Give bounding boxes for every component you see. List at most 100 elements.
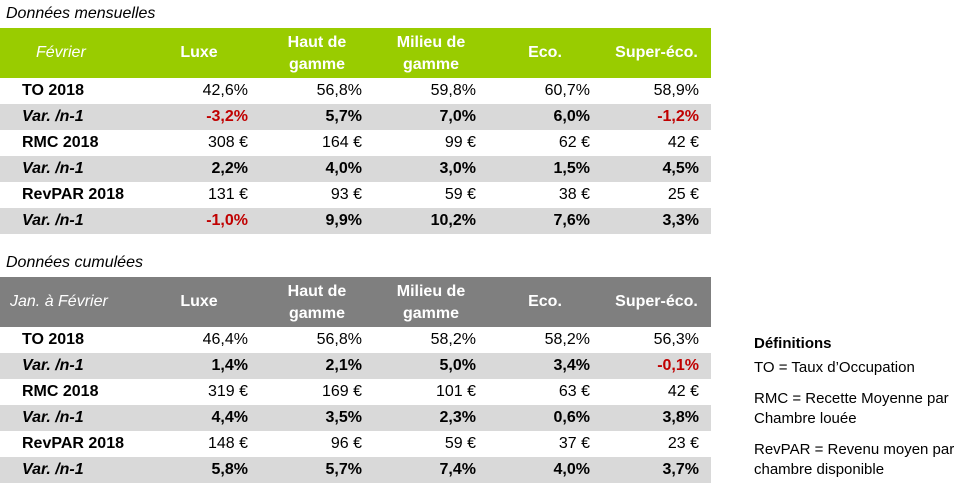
row-label: Var. /n-1 <box>0 405 138 431</box>
row-label: Var. /n-1 <box>0 208 138 234</box>
row-label: TO 2018 <box>22 331 84 348</box>
column-header: Eco. <box>488 277 602 327</box>
table-cell: 5,7% <box>260 104 374 130</box>
definitions-panel: Définitions TO = Taux d’Occupation RMC =… <box>754 334 964 491</box>
header-row: Février Luxe Haut de gamme Milieu de gamme E… <box>0 28 711 78</box>
table-cell: 4,4% <box>138 405 260 431</box>
column-header: Super-éco. <box>602 277 711 327</box>
table-cell: 10,2% <box>374 208 488 234</box>
table-cell: 62 € <box>558 134 590 151</box>
table-cell: -3,2% <box>138 104 260 130</box>
table-cell: 1,4% <box>138 353 260 379</box>
table-cell: 42 € <box>667 134 699 151</box>
table-cell: 3,8% <box>602 405 711 431</box>
table-cell: 3,5% <box>260 405 374 431</box>
table-cell: 5,8% <box>138 457 260 483</box>
table-cell: 25 € <box>667 186 699 203</box>
table-cell: 131 € <box>207 186 248 203</box>
column-header: Haut de gamme <box>260 28 374 78</box>
table-row: Var. /n-1 2,2% 4,0% 3,0% 1,5% 4,5% <box>0 156 711 182</box>
table-cell: 3,3% <box>602 208 711 234</box>
table-cell: 4,0% <box>488 457 602 483</box>
table-cell: 3,7% <box>602 457 711 483</box>
table-row: Var. /n-1 4,4% 3,5% 2,3% 0,6% 3,8% <box>0 405 711 431</box>
table-cell: 1,5% <box>488 156 602 182</box>
table-cell: 42,6% <box>202 82 248 99</box>
column-header: Luxe <box>138 28 260 78</box>
column-header: Super-éco. <box>602 28 711 78</box>
row-label: RMC 2018 <box>22 383 99 400</box>
table-cell: -1,0% <box>138 208 260 234</box>
row-label: Var. /n-1 <box>0 457 138 483</box>
table-cell: 5,7% <box>260 457 374 483</box>
table-cell: 59,8% <box>430 82 476 99</box>
table-cell: 6,0% <box>488 104 602 130</box>
table-cell: 169 € <box>321 383 362 400</box>
period-header: Jan. à Février <box>0 277 138 327</box>
table-cell: 42 € <box>667 383 699 400</box>
table-cell: 3,4% <box>488 353 602 379</box>
column-header: Milieu de gamme <box>374 277 488 327</box>
period-header: Février <box>0 28 138 78</box>
table-cell: 23 € <box>667 435 699 452</box>
table-row: Var. /n-1 -3,2% 5,7% 7,0% 6,0% -1,2% <box>0 104 711 130</box>
header-row: Jan. à Février Luxe Haut de gamme Milieu de… <box>0 277 711 327</box>
table-cell: 58,9% <box>653 82 699 99</box>
table-cell: 7,0% <box>374 104 488 130</box>
row-label: Var. /n-1 <box>0 156 138 182</box>
table-row: Var. /n-1 -1,0% 9,9% 10,2% 7,6% 3,3% <box>0 208 711 234</box>
table-cell: 2,2% <box>138 156 260 182</box>
table-row: Var. /n-1 5,8% 5,7% 7,4% 4,0% 3,7% <box>0 457 711 483</box>
table-cell: 7,4% <box>374 457 488 483</box>
row-label: RevPAR 2018 <box>22 186 124 203</box>
table-row: RevPAR 2018 131 € 93 € 59 € 38 € 25 € <box>0 182 711 208</box>
row-label: Var. /n-1 <box>0 104 138 130</box>
table-cell: 37 € <box>558 435 590 452</box>
table-cell: 148 € <box>207 435 248 452</box>
table-row: RMC 2018 319 € 169 € 101 € 63 € 42 € <box>0 379 711 405</box>
table-row: TO 2018 46,4% 56,8% 58,2% 58,2% 56,3% <box>0 327 711 353</box>
table-cell: 58,2% <box>430 331 476 348</box>
table-cell: 3,0% <box>374 156 488 182</box>
table-cell: 38 € <box>558 186 590 203</box>
table-cell: 96 € <box>330 435 362 452</box>
table-cell: 2,3% <box>374 405 488 431</box>
table-cell: 319 € <box>207 383 248 400</box>
row-label: RMC 2018 <box>22 134 99 151</box>
table-cell: 60,7% <box>544 82 590 99</box>
table-cell: 46,4% <box>202 331 248 348</box>
cumulative-data-table: Jan. à Février Luxe Haut de gamme Milieu de… <box>0 277 711 483</box>
table-cell: 58,2% <box>544 331 590 348</box>
table-cell: 59 € <box>444 186 476 203</box>
table-cell: 56,8% <box>316 82 362 99</box>
table-cell: 9,9% <box>260 208 374 234</box>
monthly-section-title: Données mensuelles <box>6 5 156 22</box>
column-header: Haut de gamme <box>260 277 374 327</box>
table-cell: 2,1% <box>260 353 374 379</box>
cumulative-section-title: Données cumulées <box>6 254 143 271</box>
definition-item: TO = Taux d’Occupation <box>754 359 915 376</box>
table-cell: 164 € <box>321 134 362 151</box>
column-header: Eco. <box>488 28 602 78</box>
row-label: RevPAR 2018 <box>22 435 124 452</box>
table-row: TO 2018 42,6% 56,8% 59,8% 60,7% 58,9% <box>0 78 711 104</box>
table-cell: 5,0% <box>374 353 488 379</box>
definition-item: RMC = Recette Moyenne par Chambre louée <box>754 390 949 427</box>
column-header: Milieu de gamme <box>374 28 488 78</box>
monthly-data-table: Février Luxe Haut de gamme Milieu de gamme E… <box>0 28 711 234</box>
definition-item: RevPAR = Revenu moyen par chambre dispon… <box>754 441 955 478</box>
table-cell: 4,5% <box>602 156 711 182</box>
table-cell: 56,8% <box>316 331 362 348</box>
table-cell: -1,2% <box>602 104 711 130</box>
table-cell: 7,6% <box>488 208 602 234</box>
table-cell: 59 € <box>444 435 476 452</box>
definitions-title: Définitions <box>754 335 832 352</box>
table-cell: 0,6% <box>488 405 602 431</box>
table-cell: 308 € <box>207 134 248 151</box>
table-cell: 99 € <box>444 134 476 151</box>
row-label: Var. /n-1 <box>0 353 138 379</box>
column-header: Luxe <box>138 277 260 327</box>
row-label: TO 2018 <box>22 82 84 99</box>
table-cell: 4,0% <box>260 156 374 182</box>
table-cell: 63 € <box>558 383 590 400</box>
